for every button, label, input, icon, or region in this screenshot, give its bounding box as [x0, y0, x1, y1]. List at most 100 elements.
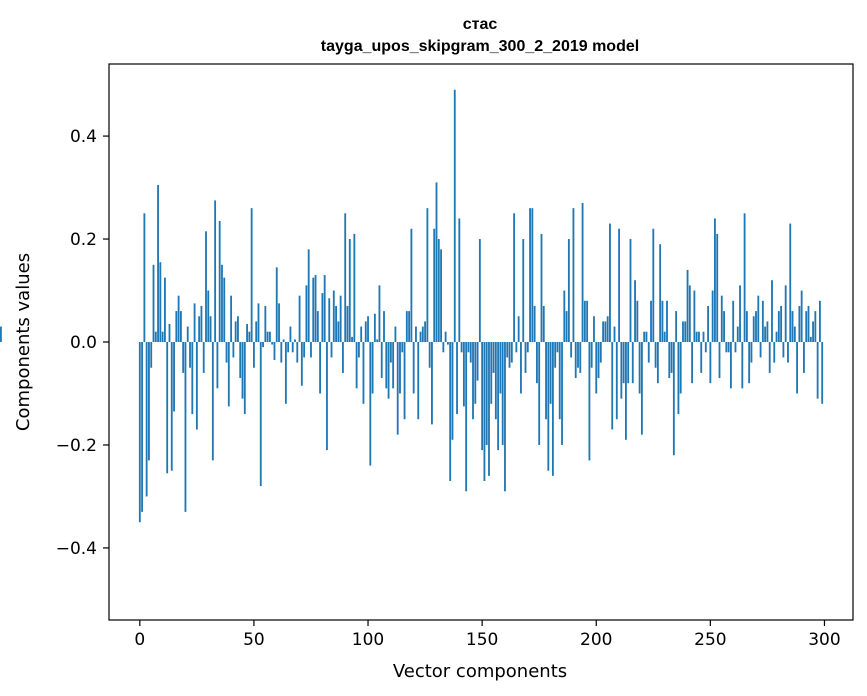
- bar-69: [296, 342, 299, 363]
- bar-180: [549, 342, 552, 404]
- bar-211: [620, 342, 623, 399]
- bar-34: [216, 342, 219, 389]
- bar-117: [405, 311, 408, 342]
- bar-88: [339, 295, 342, 342]
- bar-229: [661, 300, 664, 342]
- bar-161: [506, 342, 509, 358]
- bar-109: [387, 342, 390, 399]
- bar-26: [198, 316, 201, 342]
- bar-49: [250, 208, 253, 342]
- bar-111: [392, 342, 395, 389]
- bar-79: [319, 342, 322, 394]
- bar-73: [305, 285, 308, 342]
- bar-299: [821, 342, 824, 404]
- bar-154: [490, 342, 493, 404]
- bar-196: [586, 300, 589, 342]
- bar-5: [150, 342, 153, 368]
- bar-137: [451, 342, 454, 440]
- bar-23: [191, 342, 194, 415]
- y-axis-label: Components values: [13, 253, 34, 431]
- bar-264: [741, 342, 744, 389]
- bar-58: [271, 342, 274, 345]
- bar-129: [433, 228, 436, 342]
- bar-102: [371, 342, 374, 394]
- bar-84: [330, 342, 333, 358]
- bar-19: [182, 342, 185, 373]
- bar-169: [524, 342, 527, 373]
- bar-66: [289, 326, 292, 342]
- bar-46: [243, 342, 246, 415]
- bar-76: [312, 277, 315, 342]
- bar-204: [604, 321, 607, 342]
- bar-167: [520, 342, 522, 394]
- bar-12: [166, 342, 169, 474]
- bar-151: [483, 342, 486, 481]
- bar-17: [177, 295, 180, 342]
- bar-230: [663, 331, 666, 342]
- bar-120: [412, 342, 415, 394]
- bar-72: [303, 342, 306, 358]
- bar-247: [702, 331, 705, 342]
- bar-67: [291, 342, 294, 353]
- bar-136: [449, 342, 452, 481]
- bar-11: [164, 277, 166, 342]
- bar-4: [148, 342, 150, 461]
- bar-160: [504, 342, 506, 492]
- bar-233: [670, 342, 673, 373]
- bar-280: [777, 311, 780, 342]
- bar-40: [230, 295, 233, 342]
- bar-289: [798, 305, 801, 342]
- bar-188: [567, 239, 570, 342]
- bar-266: [745, 311, 748, 342]
- bar-7: [154, 331, 157, 342]
- bar-273: [761, 300, 764, 342]
- bar-95: [355, 342, 358, 389]
- bar-288: [796, 342, 798, 394]
- bar-245: [698, 331, 700, 342]
- bar-146: [472, 342, 474, 420]
- bar-112: [394, 326, 397, 342]
- y-tick-label: −0.2: [56, 436, 97, 456]
- bar-216: [631, 342, 634, 384]
- bar-21: [186, 326, 189, 342]
- bar-263: [739, 285, 741, 342]
- bar-249: [707, 305, 709, 342]
- bar-22: [189, 342, 191, 368]
- bar-179: [547, 342, 550, 471]
- bar-178: [545, 342, 547, 420]
- bar-236: [677, 342, 680, 415]
- bar-227: [656, 342, 659, 384]
- bar-163: [510, 342, 513, 363]
- bar-101: [369, 342, 372, 466]
- bar-144: [467, 342, 470, 353]
- bar-44: [239, 342, 242, 379]
- bar-186: [563, 290, 566, 342]
- bar-274: [764, 326, 767, 342]
- bar-121: [415, 326, 417, 342]
- bar-140: [458, 218, 461, 342]
- bar-277: [771, 280, 773, 342]
- bar-248: [704, 342, 707, 353]
- bar-214: [627, 342, 630, 384]
- bar-133: [442, 342, 445, 353]
- bar-126: [426, 208, 429, 342]
- bar-295: [812, 321, 814, 342]
- bar-80: [321, 293, 324, 342]
- bar-252: [714, 218, 716, 342]
- bar-265: [743, 213, 746, 342]
- bar-116: [403, 342, 406, 420]
- bar-168: [522, 239, 525, 342]
- bar-20: [184, 342, 187, 512]
- bar-70: [298, 295, 301, 342]
- bar-175: [538, 342, 541, 445]
- bar-39: [227, 342, 230, 407]
- bar-85: [332, 290, 335, 342]
- bar-286: [791, 311, 794, 342]
- bar-130: [435, 182, 438, 342]
- bar-undefined: [0, 326, 2, 342]
- bar-243: [693, 290, 696, 342]
- bar-159: [501, 342, 504, 445]
- bar-231: [666, 300, 668, 342]
- bar-166: [517, 316, 520, 342]
- bar-176: [540, 233, 543, 342]
